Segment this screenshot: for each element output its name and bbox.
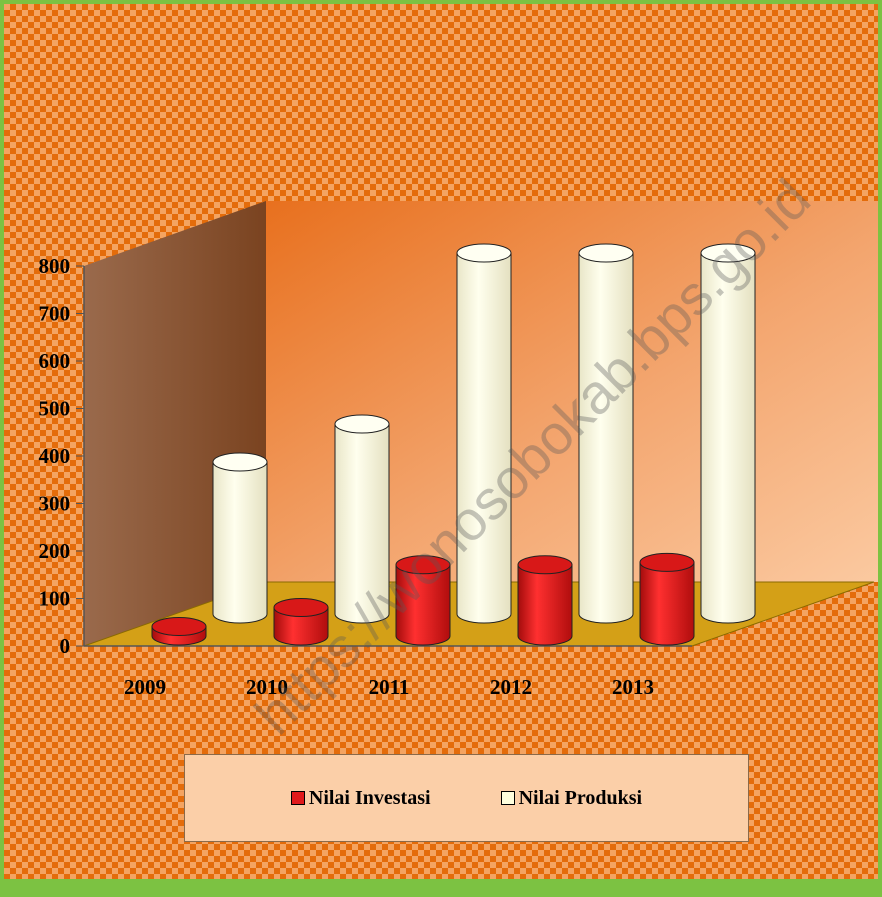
- x-tick-label-2010: 2010: [246, 675, 288, 699]
- y-tick-label-0: 0: [60, 634, 71, 658]
- legend: Nilai Investasi Nilai Produksi: [184, 754, 749, 842]
- x-tick-label-2012: 2012: [490, 675, 532, 699]
- y-tick-label-200: 200: [39, 539, 71, 563]
- legend-swatch-produksi: [500, 791, 515, 805]
- bar-produksi-2009: [212, 452, 268, 624]
- bar-investasi-2013: [639, 552, 695, 646]
- y-axis-ticks: 0 100 200 300 400 500 600 700 800: [39, 254, 84, 658]
- legend-label-investasi: Nilai Investasi: [308, 786, 431, 809]
- bar-investasi-2009: [151, 617, 207, 646]
- bars: [151, 243, 756, 646]
- x-tick-label-2009: 2009: [124, 675, 166, 699]
- bar-investasi-2011: [395, 555, 451, 646]
- bar-produksi-2012: [578, 243, 634, 624]
- bar-produksi-2011: [456, 243, 512, 624]
- legend-item-produksi: Nilai Produksi: [500, 786, 643, 810]
- x-axis-ticks: 2009 2010 2011 2012 2013: [124, 675, 654, 699]
- bar-produksi-2013: [700, 243, 756, 624]
- y-tick-label-400: 400: [39, 444, 71, 468]
- x-tick-label-2013: 2013: [612, 675, 654, 699]
- bar-produksi-2010: [334, 414, 390, 624]
- y-tick-label-800: 800: [39, 254, 71, 278]
- y-tick-label-500: 500: [39, 397, 71, 421]
- y-tick-label-100: 100: [39, 587, 71, 611]
- y-tick-label-300: 300: [39, 492, 71, 516]
- legend-swatch-investasi: [290, 791, 305, 805]
- y-tick-label-700: 700: [39, 302, 71, 326]
- x-tick-label-2011: 2011: [369, 675, 410, 699]
- bar-investasi-2010: [273, 598, 329, 646]
- bar-investasi-2012: [517, 555, 573, 646]
- legend-label-produksi: Nilai Produksi: [518, 786, 643, 809]
- y-tick-label-600: 600: [39, 349, 71, 373]
- legend-item-investasi: Nilai Investasi: [290, 786, 431, 810]
